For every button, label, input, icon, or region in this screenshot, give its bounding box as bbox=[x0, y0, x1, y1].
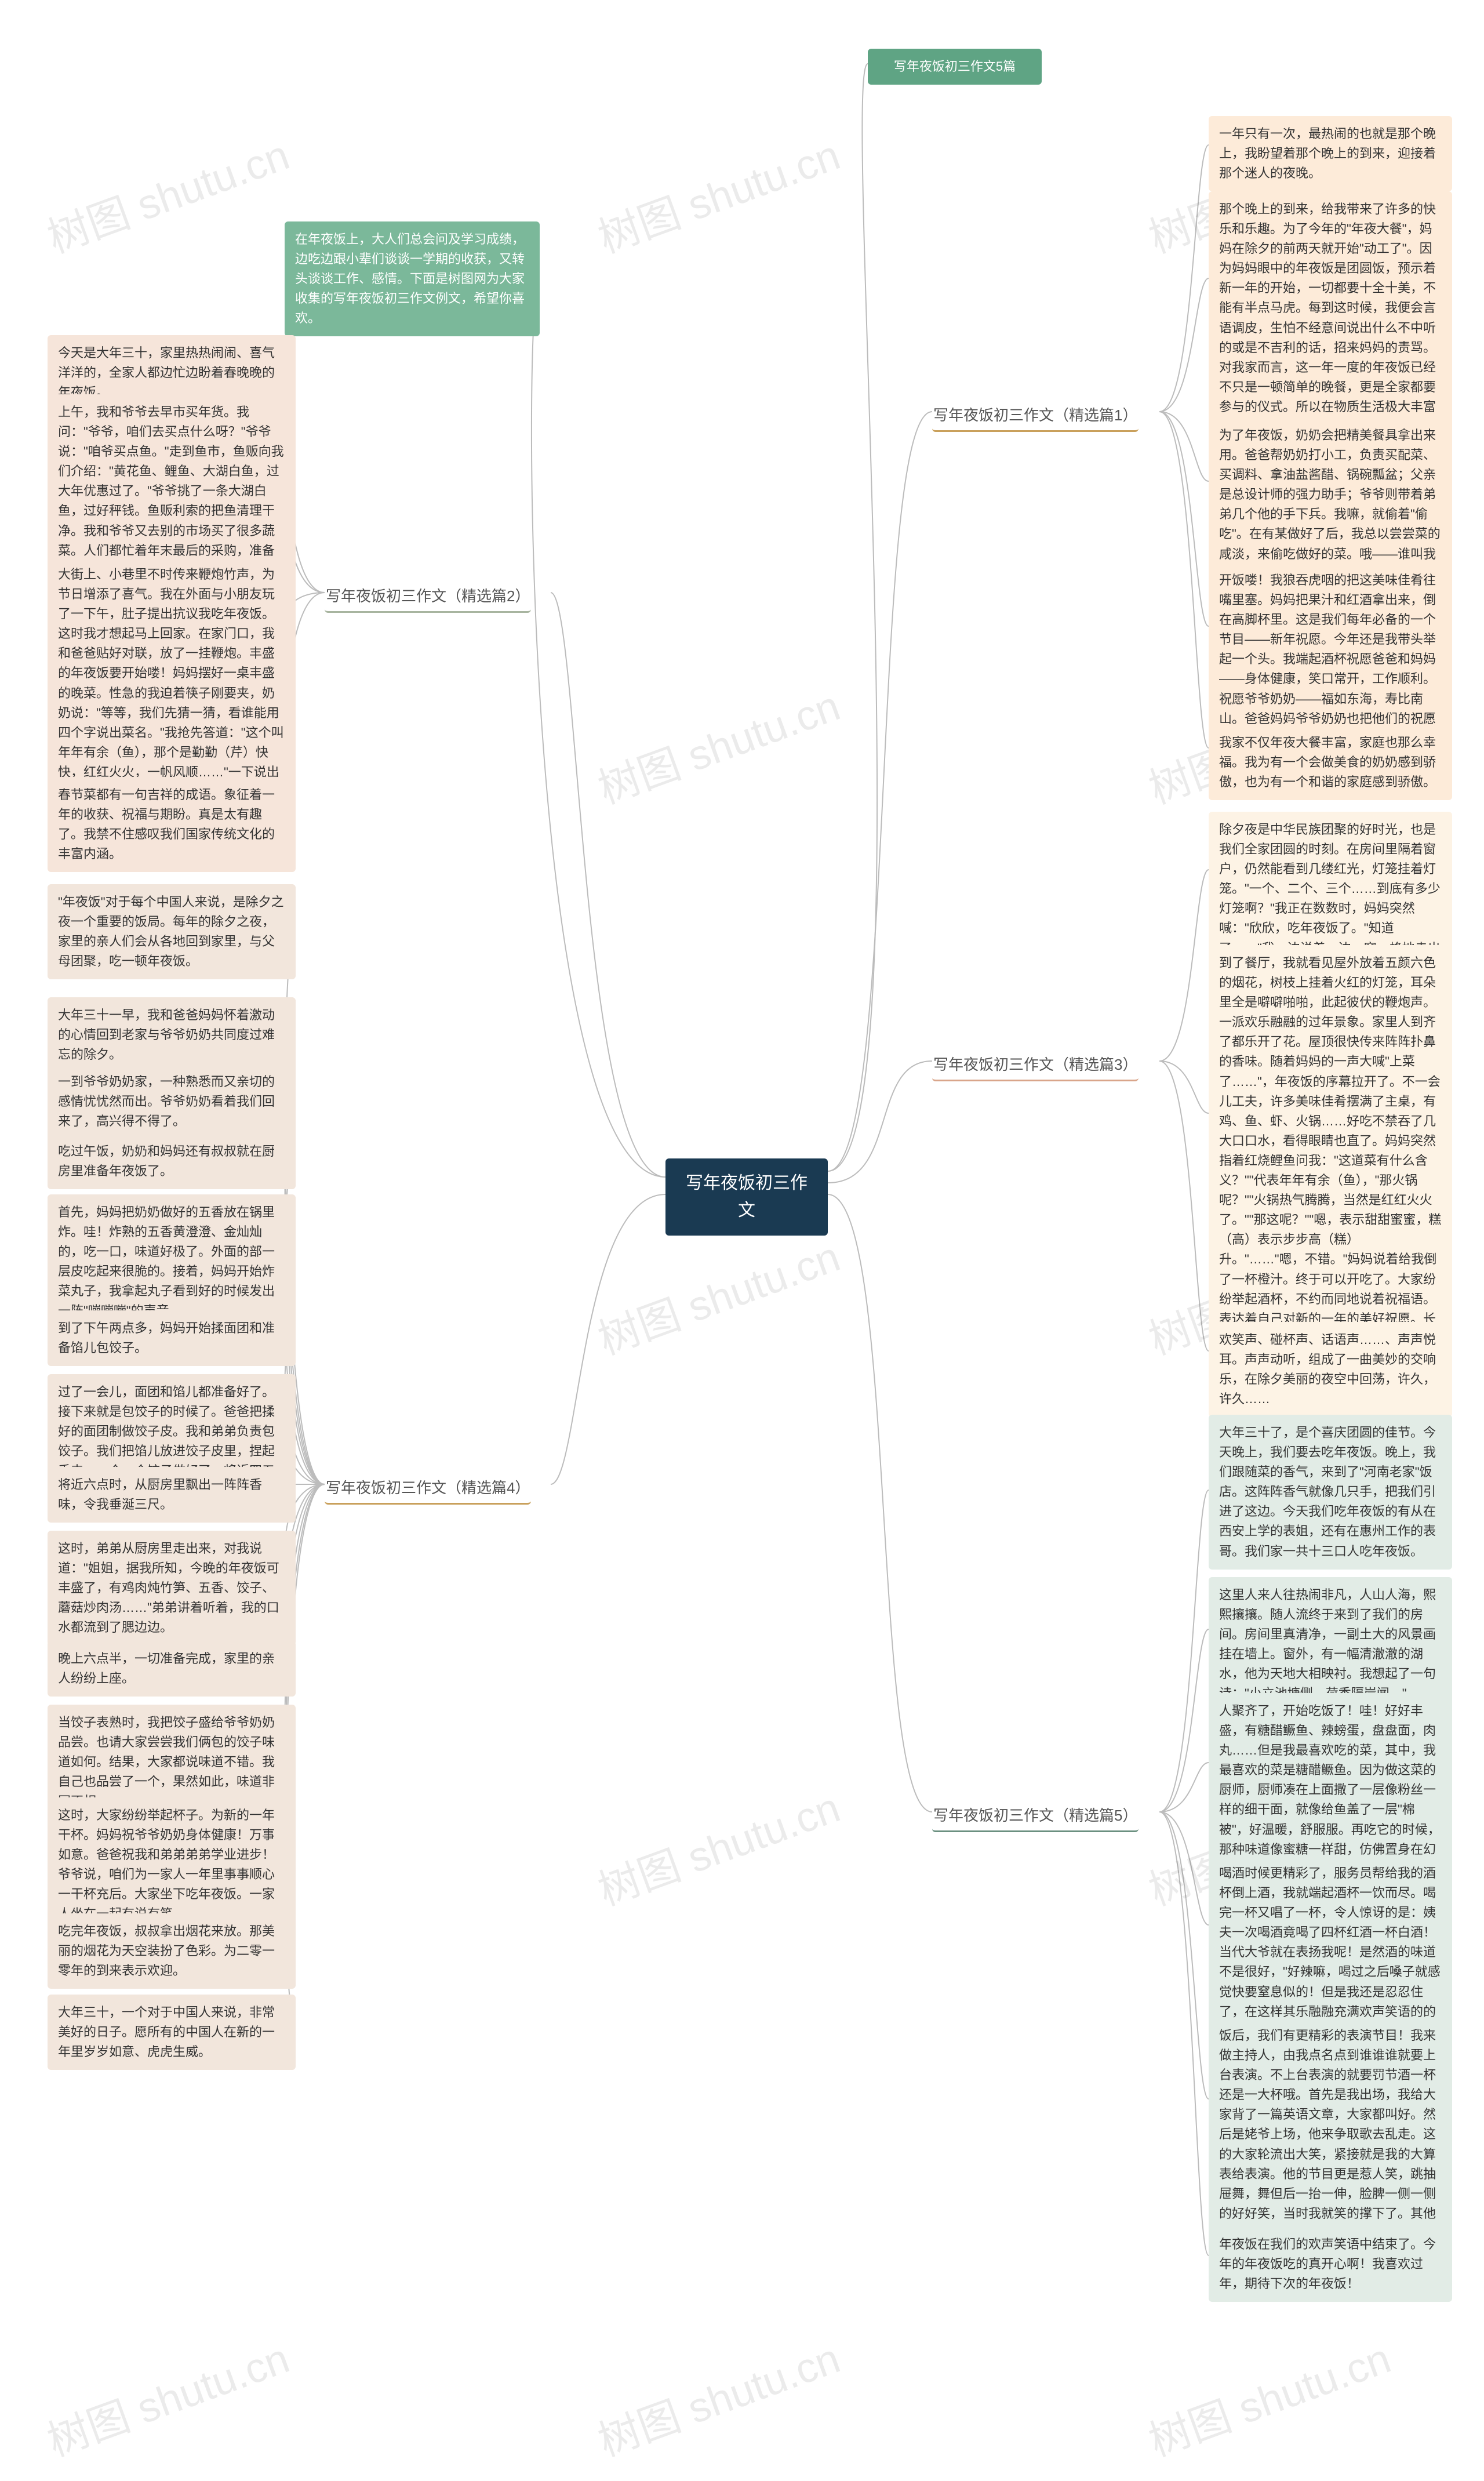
intro-node[interactable]: 在年夜饭上，大人们总会问及学习成绩，边吃边跟小辈们谈谈一学期的收获，又转头谈谈工… bbox=[285, 221, 540, 336]
watermark: 树图 shutu.cn bbox=[38, 121, 296, 265]
leaf-text: 欢笑声、碰杯声、话语声……、声声悦耳。声声动听，组成了一曲美妙的交响乐，在除夕美… bbox=[1219, 1332, 1436, 1406]
watermark: 树图 shutu.cn bbox=[1139, 2324, 1398, 2468]
leaf-text: 我家不仅年夜大餐丰富，家庭也那么幸福。我为有一个会做美食的奶奶感到骄傲，也为有一… bbox=[1219, 735, 1436, 789]
leaf-node[interactable]: 一年只有一次，最热闹的也就是那个晚上，我盼望着那个晚上的到来，迎接着那个迷人的夜… bbox=[1209, 116, 1452, 191]
leaf-text: 一年只有一次，最热闹的也就是那个晚上，我盼望着那个晚上的到来，迎接着那个迷人的夜… bbox=[1219, 126, 1436, 180]
leaf-text: 上午，我和爷爷去早市买年货。我问："爷爷，咱们去买点什么呀？"爷爷说："咱爷买点… bbox=[58, 405, 284, 577]
leaf-text: 吃完年夜饭，叔叔拿出烟花来放。那美丽的烟花为天空装扮了色彩。为二零一零年的到来表… bbox=[58, 1924, 275, 1978]
leaf-text: 大年三十一早，我和爸爸妈妈怀着激动的心情回到老家与爷爷奶奶共同度过难忘的除夕。 bbox=[58, 1008, 275, 1062]
leaf-node[interactable]: 晚上六点半，一切准备完成，家里的亲人纷纷上座。 bbox=[48, 1641, 296, 1697]
root-label: 写年夜饭初三作文 bbox=[686, 1174, 808, 1220]
leaf-text: 这时，大家纷纷举起杯子。为新的一年干杯。妈妈祝爷爷奶奶身体健康！万事如意。爸爸祝… bbox=[58, 1808, 275, 1921]
leaf-text: 这里人来人往热闹非凡，人山人海，熙熙攘攘。随人流终于来到了我们的房间。房间里真清… bbox=[1219, 1588, 1436, 1701]
leaf-text: 一到爷爷奶奶家，一种熟悉而又亲切的感情忧忧然而出。爷爷奶奶看着我们回来了，高兴得… bbox=[58, 1074, 275, 1128]
branch-label-text: 写年夜饭初三作文（精选篇1） bbox=[933, 406, 1137, 424]
leaf-node[interactable]: 到了餐厅，我就看见屋外放着五颜六色的烟花，树枝上挂着火红的灯笼，耳朵里全是噼噼啪… bbox=[1209, 945, 1452, 1376]
branch-label-4[interactable]: 写年夜饭初三作文（精选篇4） bbox=[325, 1473, 531, 1505]
leaf-text: 开饭喽！我狼吞虎咽的把这美味佳肴往嘴里塞。妈妈把果汁和红酒拿出来，倒在高脚杯里。… bbox=[1219, 573, 1436, 746]
watermark: 树图 shutu.cn bbox=[588, 1223, 847, 1367]
leaf-text: 晚上六点半，一切准备完成，家里的亲人纷纷上座。 bbox=[58, 1651, 275, 1686]
leaf-node[interactable]: 这时，弟弟从厨房里走出来，对我说道："姐姐，据我所知，今晚的年夜饭可丰盛了，有鸡… bbox=[48, 1531, 296, 1645]
leaf-text: 大年三十了，是个喜庆团圆的佳节。今天晚上，我们要去吃年夜饭。晚上，我们跟随菜的香… bbox=[1219, 1425, 1436, 1559]
branch-label-text: 写年夜饭初三作文（精选篇3） bbox=[933, 1056, 1137, 1073]
branch-label-3[interactable]: 写年夜饭初三作文（精选篇3） bbox=[932, 1049, 1139, 1081]
leaf-node[interactable]: 我家不仅年夜大餐丰富，家庭也那么幸福。我为有一个会做美食的奶奶感到骄傲，也为有一… bbox=[1209, 725, 1452, 800]
leaf-node[interactable]: 大年三十一早，我和爸爸妈妈怀着激动的心情回到老家与爷爷奶奶共同度过难忘的除夕。 bbox=[48, 997, 296, 1073]
leaf-text: 年夜饭在我们的欢声笑语中结束了。今年的年夜饭吃的真开心啊！我喜欢过年，期待下次的… bbox=[1219, 2237, 1436, 2291]
leaf-node[interactable]: 大年三十，一个对于中国人来说，非常美好的日子。愿所有的中国人在新的一年里岁岁如意… bbox=[48, 1995, 296, 2070]
leaf-node[interactable]: 一到爷爷奶奶家，一种熟悉而又亲切的感情忧忧然而出。爷爷奶奶看着我们回来了，高兴得… bbox=[48, 1064, 296, 1139]
mindmap-root[interactable]: 写年夜饭初三作文 bbox=[665, 1158, 828, 1236]
leaf-text: 这时，弟弟从厨房里走出来，对我说道："姐姐，据我所知，今晚的年夜饭可丰盛了，有鸡… bbox=[58, 1541, 279, 1634]
leaf-text: 到了下午两点多，妈妈开始揉面团和准备馅儿包饺子。 bbox=[58, 1321, 275, 1355]
leaf-text: 饭后，我们有更精彩的表演节目！我来做主持人，由我点名点到谁谁谁就要上台表演。不上… bbox=[1219, 2028, 1436, 2260]
leaf-text: 大年三十，一个对于中国人来说，非常美好的日子。愿所有的中国人在新的一年里岁岁如意… bbox=[58, 2005, 275, 2059]
leaf-node[interactable]: 这时，大家纷纷举起杯子。为新的一年干杯。妈妈祝爷爷奶奶身体健康！万事如意。爸爸祝… bbox=[48, 1797, 296, 1933]
watermark: 树图 shutu.cn bbox=[588, 672, 847, 816]
watermark: 树图 shutu.cn bbox=[588, 2324, 847, 2468]
leaf-text: 当饺子表熟时，我把饺子盛给爷爷奶奶品尝。也请大家尝尝我们俩包的饺子味道如何。结果… bbox=[58, 1715, 275, 1808]
leaf-text: 喝酒时候更精彩了，服务员帮给我的酒杯倒上酒，我就端起酒杯一饮而尽。喝完一杯又唱了… bbox=[1219, 1866, 1441, 2039]
leaf-text: 将近六点时，从厨房里飘出一阵阵香味，令我垂涎三尺。 bbox=[58, 1477, 262, 1512]
leaf-node[interactable]: 到了下午两点多，妈妈开始揉面团和准备馅儿包饺子。 bbox=[48, 1310, 296, 1366]
branch-label-1[interactable]: 写年夜饭初三作文（精选篇1） bbox=[932, 400, 1139, 432]
leaf-text: 那个晚上的到来，给我带来了许多的快乐和乐趣。为了今年的"年夜大餐"，妈妈在除夕的… bbox=[1219, 202, 1436, 453]
branch-label-2[interactable]: 写年夜饭初三作文（精选篇2） bbox=[325, 581, 531, 613]
watermark: 树图 shutu.cn bbox=[38, 2324, 296, 2468]
leaf-text: 今天是大年三十，家里热热闹闹、喜气洋洋的，全家人都边忙边盼着春晚晚的年夜饭。 bbox=[58, 346, 275, 399]
leaf-text: 春节菜都有一句吉祥的成语。象征着一年的收获、祝福与期盼。真是太有趣了。我禁不住感… bbox=[58, 787, 275, 861]
leaf-text: "年夜饭"对于每个中国人来说，是除夕之夜一个重要的饭局。每年的除夕之夜，家里的亲… bbox=[58, 895, 284, 968]
leaf-node[interactable]: 欢笑声、碰杯声、话语声……、声声悦耳。声声动听，组成了一曲美妙的交响乐，在除夕美… bbox=[1209, 1322, 1452, 1417]
intro-text: 在年夜饭上，大人们总会问及学习成绩，边吃边跟小辈们谈谈一学期的收获，又转头谈谈工… bbox=[295, 232, 525, 325]
watermark: 树图 shutu.cn bbox=[588, 121, 847, 265]
branch-label-text: 写年夜饭初三作文（精选篇2） bbox=[326, 587, 530, 605]
leaf-text: 到了餐厅，我就看见屋外放着五颜六色的烟花，树枝上挂着火红的灯笼，耳朵里全是噼噼啪… bbox=[1219, 956, 1441, 1365]
leaf-node[interactable]: 春节菜都有一句吉祥的成语。象征着一年的收获、祝福与期盼。真是太有趣了。我禁不住感… bbox=[48, 777, 296, 872]
leaf-node[interactable]: 吃过午饭，奶奶和妈妈还有叔叔就在厨房里准备年夜饭了。 bbox=[48, 1134, 296, 1189]
leaf-node[interactable]: "年夜饭"对于每个中国人来说，是除夕之夜一个重要的饭局。每年的除夕之夜，家里的亲… bbox=[48, 884, 296, 979]
top-label[interactable]: 写年夜饭初三作文5篇 bbox=[868, 49, 1042, 85]
leaf-text: 吃过午饭，奶奶和妈妈还有叔叔就在厨房里准备年夜饭了。 bbox=[58, 1144, 275, 1178]
leaf-node[interactable]: 首先，妈妈把奶奶做好的五香放在锅里炸。哇！炸熟的五香黄澄澄、金灿灿的，吃一口，味… bbox=[48, 1194, 296, 1330]
leaf-node[interactable]: 将近六点时，从厨房里飘出一阵阵香味，令我垂涎三尺。 bbox=[48, 1467, 296, 1523]
leaf-node[interactable]: 吃完年夜饭，叔叔拿出烟花来放。那美丽的烟花为天空装扮了色彩。为二零一零年的到来表… bbox=[48, 1913, 296, 1989]
top-label-text: 写年夜饭初三作文5篇 bbox=[894, 59, 1016, 74]
leaf-node[interactable]: 这里人来人往热闹非凡，人山人海，熙熙攘攘。随人流终于来到了我们的房间。房间里真清… bbox=[1209, 1577, 1452, 1712]
leaf-text: 为了年夜饭，奶奶会把精美餐具拿出来用。爸爸帮奶奶打小工，负责买配菜、买调料、拿油… bbox=[1219, 428, 1441, 581]
branch-label-5[interactable]: 写年夜饭初三作文（精选篇5） bbox=[932, 1800, 1139, 1832]
leaf-node[interactable]: 年夜饭在我们的欢声笑语中结束了。今年的年夜饭吃的真开心啊！我喜欢过年，期待下次的… bbox=[1209, 2226, 1452, 2302]
leaf-node[interactable]: 大年三十了，是个喜庆团圆的佳节。今天晚上，我们要去吃年夜饭。晚上，我们跟随菜的香… bbox=[1209, 1415, 1452, 1570]
branch-label-text: 写年夜饭初三作文（精选篇4） bbox=[326, 1479, 530, 1496]
leaf-text: 首先，妈妈把奶奶做好的五香放在锅里炸。哇！炸熟的五香黄澄澄、金灿灿的，吃一口，味… bbox=[58, 1205, 275, 1318]
watermark: 树图 shutu.cn bbox=[588, 1774, 847, 1917]
branch-label-text: 写年夜饭初三作文（精选篇5） bbox=[933, 1807, 1137, 1824]
